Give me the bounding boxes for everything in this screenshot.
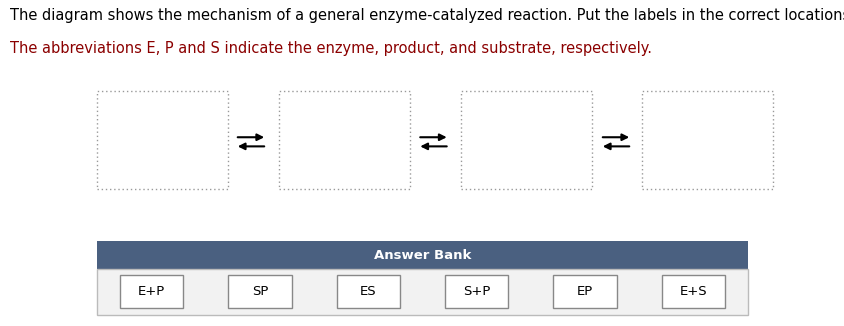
Text: E+P: E+P	[138, 285, 165, 298]
Bar	[661, 275, 724, 308]
Text: SP: SP	[252, 285, 268, 298]
Text: Answer Bank: Answer Bank	[373, 249, 471, 261]
Text: E+S: E+S	[679, 285, 706, 298]
Text: S+P: S+P	[463, 285, 490, 298]
Text: EP: EP	[576, 285, 592, 298]
Bar	[445, 275, 508, 308]
Bar	[228, 275, 291, 308]
Bar	[97, 269, 747, 315]
Text: ES: ES	[360, 285, 376, 298]
Text: The abbreviations E, P and S indicate the enzyme, product, and substrate, respec: The abbreviations E, P and S indicate th…	[10, 41, 652, 56]
Bar	[120, 275, 183, 308]
Bar	[336, 275, 399, 308]
Bar	[553, 275, 616, 308]
Text: The diagram shows the mechanism of a general enzyme-catalyzed reaction. Put the : The diagram shows the mechanism of a gen…	[10, 8, 844, 23]
Bar	[97, 241, 747, 269]
